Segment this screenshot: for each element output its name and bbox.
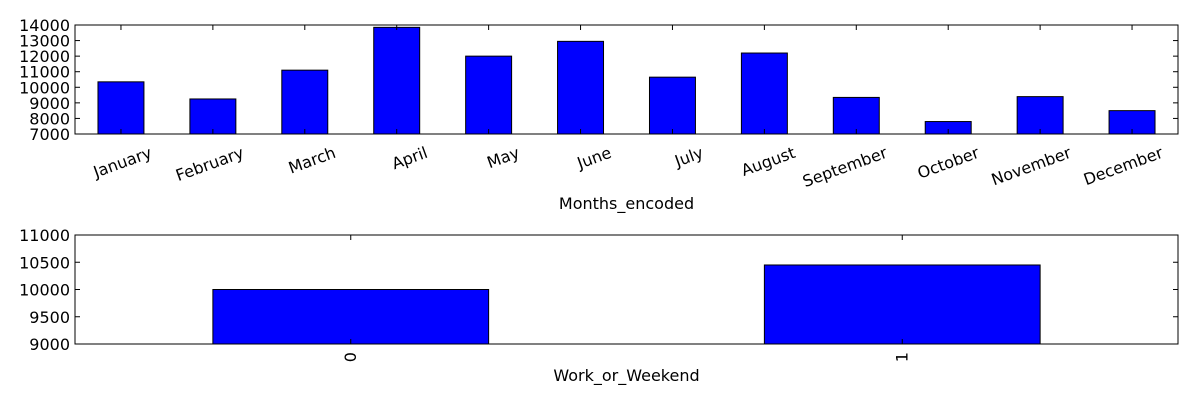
x-tick-label: November (989, 143, 1074, 189)
y-tick-label: 10500 (19, 253, 70, 272)
work-weekend-bar-chart: 9000 9500 10000 10500 11000 0 1 Work_or_Weekend (19, 226, 1179, 386)
y-tick-label: 11000 (19, 226, 70, 245)
bar-July (648, 76, 696, 135)
x-tick-label: July (671, 143, 705, 171)
x-tick-label: December (1081, 143, 1166, 189)
bar-August (740, 52, 788, 135)
x-tick-label: January (90, 143, 154, 182)
x-tick-label: October (915, 143, 982, 183)
bar-June (557, 40, 605, 135)
x-tick-label: June (574, 143, 614, 173)
x-tick-label: May (484, 143, 522, 172)
bar-March (281, 69, 329, 135)
y-tick-label: 9500 (29, 308, 70, 327)
y-tick-label: 13000 (19, 32, 70, 51)
x-tick-label: 0 (341, 352, 360, 362)
y-tick-label: 9000 (29, 335, 70, 354)
x-tick-label: September (800, 143, 890, 191)
bar-November (1016, 96, 1064, 135)
y-tick-label: 12000 (19, 47, 70, 66)
y-tick-label: 7000 (29, 125, 70, 144)
x-axis-label: Work_or_Weekend (553, 366, 699, 386)
bar-0 (212, 289, 490, 345)
y-tick-label: 10000 (19, 78, 70, 97)
bar-September (832, 96, 880, 135)
plot-frame (74, 24, 1179, 135)
x-tick-label: April (389, 143, 430, 173)
y-tick-label: 11000 (19, 63, 70, 82)
bar-April (373, 26, 421, 135)
x-tick-label: March (286, 143, 338, 178)
x-tick-label: February (173, 143, 246, 185)
y-tick-label: 14000 (19, 16, 70, 35)
y-tick-label: 10000 (19, 281, 70, 300)
bar-February (189, 98, 237, 135)
y-tick-label: 9000 (29, 94, 70, 113)
x-tick-label: August (739, 143, 798, 180)
bar-January (97, 81, 145, 135)
x-axis-label: Months_encoded (559, 194, 694, 214)
x-tick-label: 1 (892, 352, 911, 362)
bar-May (465, 55, 513, 135)
bar-1 (763, 264, 1041, 345)
y-tick-label: 8000 (29, 109, 70, 128)
